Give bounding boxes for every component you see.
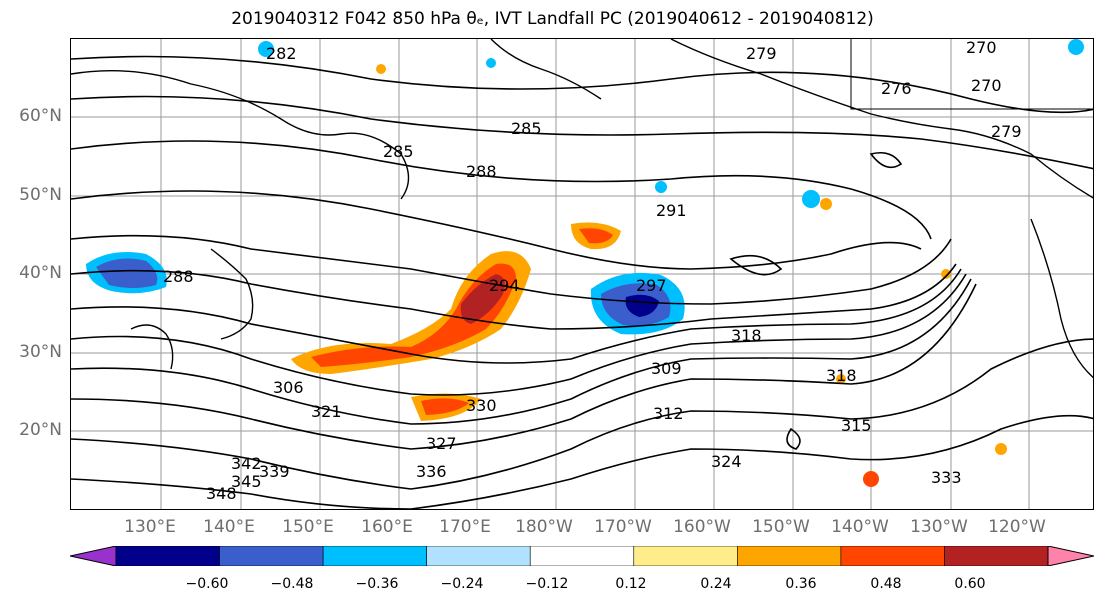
- lon-label: 180°W: [515, 517, 573, 537]
- pc-shading: [86, 39, 1084, 487]
- contour-label: 342: [231, 454, 262, 473]
- contour-label: 318: [826, 366, 857, 385]
- contour-label: 270: [971, 76, 1002, 95]
- contour-label: 330: [466, 396, 497, 415]
- contour-label: 321: [311, 402, 342, 421]
- contour-label: 288: [163, 267, 194, 286]
- colorbar-extend-max: [1047, 546, 1094, 566]
- theta-e-contours: [71, 55, 1093, 509]
- contour-label: 282: [266, 44, 297, 63]
- colorbar-tick: 0.12: [615, 576, 647, 592]
- colorbar-cell: [737, 546, 842, 566]
- graticule: [71, 39, 1093, 509]
- lon-label: 150°W: [752, 517, 810, 537]
- lat-label: 30°N: [19, 342, 62, 362]
- coastlines: [71, 39, 1093, 379]
- colorbar-tick: −0.24: [440, 576, 484, 592]
- contour-label: 279: [991, 122, 1022, 141]
- map-panel: 282 279 276 270 270 279 285 285 288 288 …: [70, 38, 1094, 510]
- lon-label: 130°W: [910, 517, 968, 537]
- contour-label: 339: [259, 462, 290, 481]
- colorbar-cell: [115, 546, 220, 566]
- contour-label: 279: [746, 44, 777, 63]
- contour-label: 294: [489, 276, 520, 295]
- map-canvas: 282 279 276 270 270 279 285 285 288 288 …: [71, 39, 1093, 509]
- colorbar-cell: [840, 546, 945, 566]
- colorbar-cells: [70, 546, 1094, 566]
- lat-label: 40°N: [19, 263, 62, 283]
- lon-label: 150°E: [282, 517, 334, 537]
- contour-label: 345: [231, 472, 262, 491]
- lon-label: 160°E: [361, 517, 413, 537]
- colorbar-extend-min: [70, 546, 117, 566]
- lon-label: 120°W: [988, 517, 1046, 537]
- lat-label: 50°N: [19, 185, 62, 205]
- contour-label: 288: [466, 162, 497, 181]
- map-title: 2019040312 F042 850 hPa θₑ, IVT Landfall…: [231, 9, 874, 29]
- contour-label: 318: [731, 326, 762, 345]
- colorbar-cell: [633, 546, 738, 566]
- contour-label: 309: [651, 359, 682, 378]
- contour-label: 324: [711, 452, 742, 471]
- contour-label: 327: [426, 434, 457, 453]
- contour-label: 306: [273, 378, 304, 397]
- colorbar-tick: −0.48: [270, 576, 314, 592]
- colorbar: [70, 546, 1094, 566]
- contour-label: 348: [206, 484, 237, 503]
- contour-label: 285: [511, 119, 542, 138]
- contour-label: 291: [656, 201, 687, 220]
- contour-label: 297: [636, 276, 667, 295]
- lon-label: 140°E: [203, 517, 255, 537]
- contour-label: 312: [653, 404, 684, 423]
- lon-label: 170°W: [594, 517, 652, 537]
- contour-label: 270: [966, 39, 997, 57]
- colorbar-cell: [426, 546, 531, 566]
- contour-label: 333: [931, 468, 962, 487]
- lon-label: 140°W: [831, 517, 889, 537]
- contour-label: 276: [881, 79, 912, 98]
- lon-label: 130°E: [124, 517, 176, 537]
- colorbar-cell: [219, 546, 324, 566]
- colorbar-tick: −0.60: [185, 576, 229, 592]
- colorbar-cell: [529, 546, 635, 566]
- lon-label: 160°W: [673, 517, 731, 537]
- lat-label: 60°N: [19, 106, 62, 126]
- colorbar-cell: [322, 546, 427, 566]
- colorbar-tick: 0.48: [870, 576, 902, 592]
- colorbar-tick: −0.36: [355, 576, 399, 592]
- contour-label: 285: [383, 142, 414, 161]
- contour-label: 336: [416, 462, 447, 481]
- contour-label: 315: [841, 416, 872, 435]
- colorbar-tick: 0.36: [785, 576, 817, 592]
- contour-label-group: 282 279 276 270 270 279 285 285 288 288 …: [163, 39, 1022, 503]
- colorbar-tick: 0.24: [700, 576, 732, 592]
- lat-label: 20°N: [19, 420, 62, 440]
- colorbar-tick: 0.60: [954, 576, 986, 592]
- colorbar-tick: −0.12: [525, 576, 569, 592]
- colorbar-cell: [944, 546, 1049, 566]
- lon-label: 170°E: [439, 517, 491, 537]
